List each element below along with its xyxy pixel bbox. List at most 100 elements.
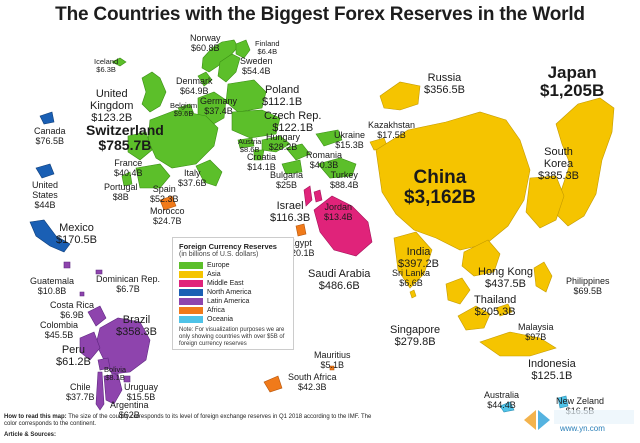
country-shape-southkorea bbox=[525, 175, 565, 229]
country-shape-us bbox=[35, 163, 55, 179]
legend-item: Europe bbox=[179, 261, 287, 270]
label-us: United States $44B bbox=[32, 180, 59, 210]
label-iceland: Iceland $6.3B bbox=[94, 57, 119, 74]
legend-label: Middle East bbox=[207, 280, 244, 287]
legend-note: Note: For visualization purposes we are … bbox=[179, 327, 285, 347]
country-shape-indonesia bbox=[479, 331, 557, 357]
country-shape-israel bbox=[303, 185, 313, 207]
how-to-read-text: The size of the country corresponds to i… bbox=[4, 414, 372, 427]
country-shape-guatemala bbox=[63, 261, 71, 269]
sources-label: Article & Sources: bbox=[4, 432, 57, 438]
legend-label: Asia bbox=[207, 271, 221, 278]
country-shape-austria bbox=[237, 137, 255, 149]
watermark-text: www.yn.com bbox=[560, 424, 605, 433]
country-shape-spain bbox=[135, 163, 171, 189]
label-jordan: Jordan $13.4B bbox=[324, 202, 353, 222]
country-shape-sweden bbox=[217, 53, 241, 83]
legend-label: North America bbox=[207, 289, 252, 296]
legend-swatch bbox=[179, 307, 203, 314]
label-thailand: Thailand $205.3B bbox=[474, 294, 517, 318]
country-shape-romania bbox=[285, 143, 311, 161]
label-sweden: Sweden $54.4B bbox=[240, 56, 273, 76]
label-bulgaria: Bulgaria $25B bbox=[270, 170, 304, 190]
label-brazil: Brazil $358.3B bbox=[116, 314, 157, 338]
label-poland: Poland $112.1B bbox=[262, 84, 303, 108]
legend-swatch bbox=[179, 298, 203, 305]
legend-item: Middle East bbox=[179, 279, 287, 288]
watermark: www.yn.com bbox=[520, 402, 638, 438]
country-shape-russia bbox=[379, 81, 421, 111]
country-shape-saudi bbox=[313, 195, 373, 257]
label-southafrica: South Africa $42.3B bbox=[288, 372, 337, 392]
label-colombia: Colombia $45.5B bbox=[40, 320, 79, 340]
label-malaysia: Malaysia $97B bbox=[518, 322, 554, 342]
label-argentina: Argentina $62B bbox=[110, 400, 149, 420]
label-norway: Norway $60.8B bbox=[190, 33, 221, 53]
legend-swatch bbox=[179, 271, 203, 278]
legend-item: Oceania bbox=[179, 315, 287, 324]
country-shape-uk bbox=[141, 71, 167, 113]
label-india: India $397.2B bbox=[398, 246, 439, 270]
country-shape-mexico bbox=[29, 219, 71, 253]
country-shape-thailand bbox=[445, 277, 471, 305]
label-costarica: Costa Rica $6.9B bbox=[50, 300, 95, 320]
country-shape-turkey bbox=[317, 157, 357, 179]
country-shape-argentina bbox=[103, 373, 123, 405]
country-shape-canada bbox=[39, 111, 55, 125]
label-hungary: Hungary $28.2B bbox=[266, 132, 301, 152]
label-finland: Finland $6.4B bbox=[255, 39, 280, 56]
label-australia: Australia $44.4B bbox=[484, 390, 520, 410]
legend-swatch bbox=[179, 289, 203, 296]
label-russia: Russia $356.5B bbox=[424, 72, 465, 96]
label-bolivia: Bolivia $8.1B bbox=[104, 365, 127, 382]
label-peru: Peru $61.2B bbox=[56, 344, 91, 368]
country-shape-mauritius bbox=[329, 365, 335, 371]
country-shape-czech bbox=[231, 109, 281, 139]
country-shape-srilanka bbox=[409, 289, 417, 299]
label-portugal: Portugal $8B bbox=[104, 182, 138, 202]
label-mexico: Mexico $170.5B bbox=[56, 222, 97, 246]
country-shape-norway bbox=[201, 39, 239, 73]
country-shape-malaysia bbox=[495, 303, 513, 317]
country-shape-australia bbox=[499, 401, 515, 413]
label-uruguay: Uruguay $15.5B bbox=[124, 382, 159, 402]
label-croatia: Croatia $14.1B bbox=[247, 152, 277, 172]
country-shape-brazil bbox=[95, 317, 151, 375]
country-shape-peru bbox=[79, 331, 101, 361]
country-shape-france bbox=[127, 131, 153, 161]
label-srilanka: Sri Lanka $6.6B bbox=[392, 268, 431, 288]
country-shape-italy bbox=[195, 159, 223, 187]
label-dominican: Dominican Rep. $6.7B bbox=[96, 274, 161, 294]
legend-swatch bbox=[179, 316, 203, 323]
legend-subtitle: (in billions of U.S. dollars) bbox=[179, 251, 259, 258]
how-to-read: How to read this map: The size of the co… bbox=[4, 414, 374, 428]
label-guatemala: Guatemala $10.8B bbox=[30, 276, 75, 296]
label-austria: Austria $8.6B bbox=[238, 137, 262, 154]
country-shape-bolivia bbox=[97, 357, 111, 371]
label-chile: Chile $37.7B bbox=[66, 382, 95, 402]
country-shape-southafrica bbox=[263, 375, 283, 393]
legend-title: Foreign Currency Reserves bbox=[179, 242, 277, 251]
country-shape-uruguay bbox=[123, 375, 131, 383]
country-shape-croatia bbox=[253, 149, 265, 161]
country-shape-dominican bbox=[95, 269, 103, 275]
label-saudi: Saudi Arabia $486.6B bbox=[308, 268, 371, 292]
label-china: China $3,162B bbox=[404, 167, 476, 208]
legend-swatch bbox=[179, 280, 203, 287]
country-shape-portugal bbox=[121, 171, 133, 187]
country-shape-philippines bbox=[533, 261, 553, 293]
country-shape-japan bbox=[555, 97, 615, 227]
label-indonesia: Indonesia $125.1B bbox=[528, 358, 576, 382]
label-italy: Italy $37.6B bbox=[178, 168, 207, 188]
legend-item: North America bbox=[179, 288, 287, 297]
legend-item: Africa bbox=[179, 306, 287, 315]
legend-list: Europe Asia Middle East North America Latin … bbox=[179, 261, 287, 324]
country-shape-singapore bbox=[457, 305, 491, 331]
label-israel: Israel $116.3B bbox=[270, 200, 311, 224]
label-mauritius: Mauritius $5.1B bbox=[314, 350, 351, 370]
country-shape-iceland bbox=[111, 57, 127, 67]
label-spain: Spain $52.3B bbox=[150, 184, 179, 204]
label-belgium: Belgium $9.6B bbox=[170, 101, 198, 118]
country-shape-hungary bbox=[261, 135, 291, 153]
